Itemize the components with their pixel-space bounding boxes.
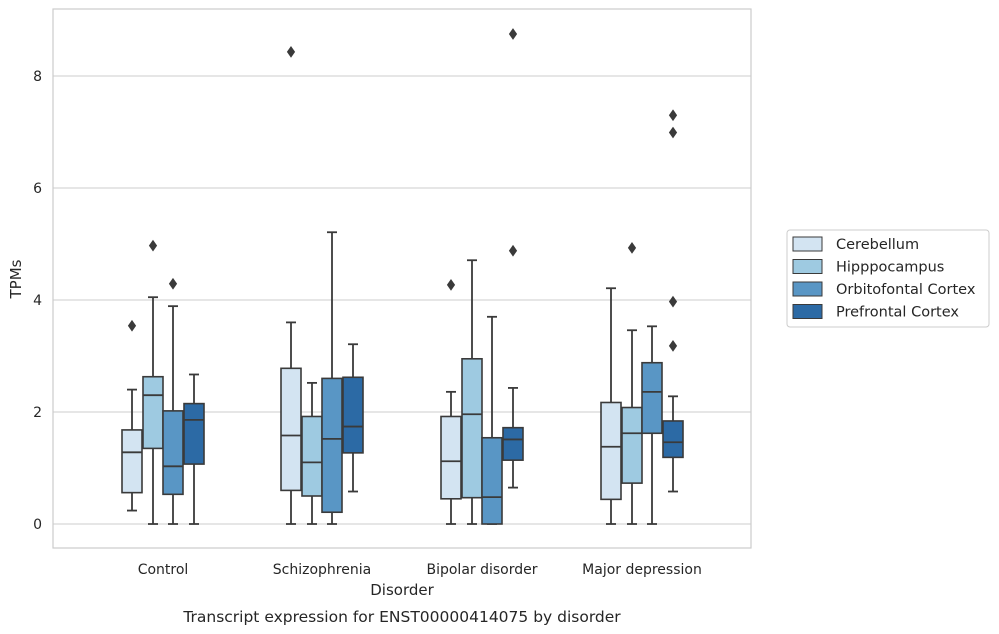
plot-area-frame: [52, 8, 752, 549]
series-cerebellum: [121, 46, 622, 525]
legend-label: Cerebellum: [836, 237, 919, 253]
legend-label: Orbitofontal Cortex: [836, 282, 976, 298]
x-axis-label: Disorder: [370, 581, 434, 599]
box-iqr: [440, 415, 462, 500]
outlier-point: [627, 242, 637, 254]
outlier-point: [668, 295, 678, 308]
box-iqr: [502, 426, 524, 461]
legend-swatch: [792, 259, 823, 274]
x-tick-labels: Control Schizophrenia Bipolar disorder Majo…: [138, 562, 702, 578]
outlier-point: [668, 126, 678, 139]
box-iqr: [342, 376, 364, 454]
legend-swatch: [792, 281, 823, 297]
outlier-point: [668, 109, 678, 122]
box-group: [502, 28, 524, 489]
box-group: [641, 325, 663, 525]
x-tick-label: Control: [138, 562, 189, 578]
box-iqr: [321, 377, 343, 514]
y-tick-label: 8: [33, 69, 42, 85]
y-tick-label: 4: [33, 293, 42, 309]
box-iqr: [121, 429, 143, 494]
grid-lines: [53, 75, 751, 525]
box-iqr: [481, 436, 503, 525]
legend: Cerebellum Hipppocampus Orbitofontal Corte…: [786, 229, 990, 328]
legend-swatch: [792, 304, 823, 319]
box-iqr: [142, 375, 164, 450]
box-group: [440, 279, 462, 525]
y-tick-label: 6: [33, 181, 42, 197]
box-group: [183, 373, 205, 525]
legend-swatch: [792, 236, 823, 252]
outlier-point: [148, 239, 158, 252]
chart-caption: Transcript expression for ENST0000041407…: [182, 608, 621, 626]
outlier-point: [286, 46, 296, 58]
outlier-point: [446, 279, 456, 291]
x-tick-label: Major depression: [582, 562, 702, 578]
series-prefrontal-cortex: [183, 28, 684, 525]
box-group: [121, 319, 143, 512]
y-axis-label: TPMs: [7, 259, 25, 299]
box-iqr: [621, 406, 643, 484]
box-iqr: [301, 415, 323, 497]
box-group: [481, 315, 503, 525]
box-group: [162, 277, 184, 525]
box-group: [461, 259, 483, 525]
x-tick-label: Bipolar disorder: [426, 562, 537, 578]
box-iqr: [183, 402, 205, 465]
box-iqr: [641, 361, 663, 435]
box-series: [121, 28, 684, 525]
outlier-point: [508, 28, 518, 40]
y-tick-label: 0: [33, 517, 42, 533]
box-group: [600, 287, 622, 525]
outlier-point: [168, 277, 178, 290]
box-group: [280, 46, 302, 525]
legend-frame: [786, 229, 990, 328]
outlier-point: [668, 340, 678, 352]
legend-label: Hipppocampus: [836, 260, 944, 276]
box-iqr: [162, 410, 184, 496]
legend-label: Prefrontal Cortex: [836, 305, 959, 321]
box-group: [301, 381, 323, 525]
box-group: [142, 239, 164, 525]
box-group: [321, 231, 343, 525]
box-iqr: [280, 367, 302, 492]
y-tick-label: 2: [33, 405, 42, 421]
series-orbitofontal-cortex: [162, 231, 663, 525]
y-tick-labels: 0 2 4 6 8: [33, 69, 42, 533]
outlier-point: [508, 244, 518, 257]
series-hipppocampus: [142, 239, 643, 525]
box-iqr: [662, 420, 684, 459]
box-iqr: [461, 357, 483, 499]
box-group: [342, 343, 364, 493]
box-group: [662, 109, 684, 493]
x-tick-label: Schizophrenia: [273, 562, 371, 578]
outlier-point: [127, 319, 137, 332]
box-iqr: [600, 401, 622, 501]
box-group: [621, 242, 643, 525]
